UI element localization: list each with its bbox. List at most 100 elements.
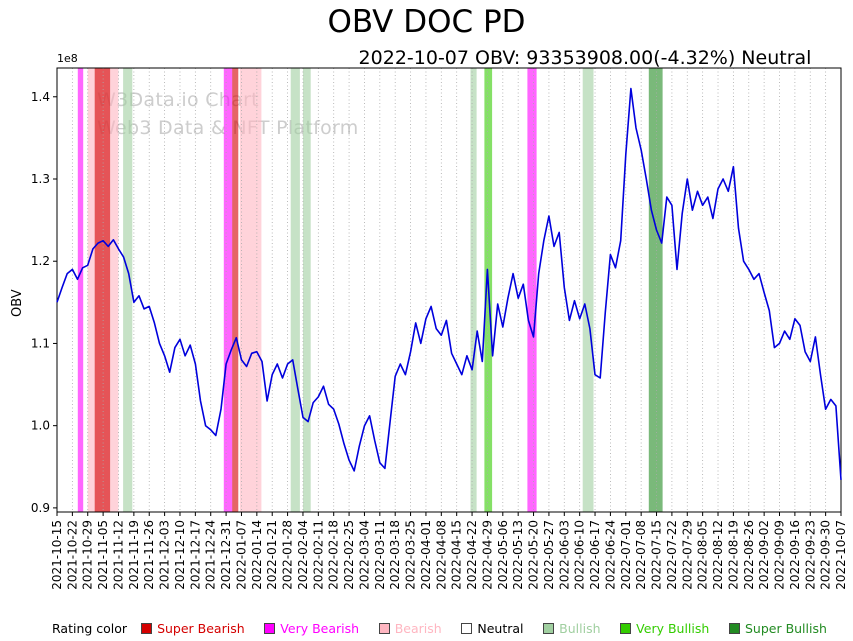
x-tick-label: 2022-03-04	[357, 520, 371, 590]
legend-caption: Rating color	[52, 621, 128, 636]
x-tick-label: 2022-08-19	[726, 520, 740, 590]
legend-item-very-bullish: Very Bullish	[620, 621, 709, 636]
x-tick-label: 2022-04-08	[434, 520, 448, 590]
x-tick-label: 2022-02-25	[342, 520, 356, 590]
y-tick-label: 1.1	[31, 336, 50, 350]
legend-label: Super Bearish	[157, 621, 245, 636]
x-tick-label: 2021-11-12	[111, 520, 125, 590]
rating-band-bullish	[582, 68, 594, 512]
legend-item-very-bearish: Very Bearish	[264, 621, 359, 636]
x-tick-label: 2022-08-26	[742, 520, 756, 590]
y-tick-label: 0.9	[31, 501, 50, 515]
x-tick-label: 2021-10-29	[81, 520, 95, 590]
rating-band-bullish	[470, 68, 477, 512]
x-tick-label: 2022-01-28	[281, 520, 295, 590]
legend-items: Super Bearish Very Bearish Bearish Neutral B…	[141, 621, 827, 636]
x-tick-label: 2021-11-19	[127, 520, 141, 590]
x-tick-label: 2022-05-06	[496, 520, 510, 590]
legend-label: Super Bullish	[744, 621, 827, 636]
x-tick-label: 2022-01-14	[250, 520, 264, 590]
rating-band-very-bearish	[77, 68, 84, 512]
rating-band-super-bullish	[648, 68, 663, 512]
x-tick-label: 2022-08-12	[711, 520, 725, 590]
legend-item-bearish: Bearish	[378, 621, 442, 636]
legend-label: Neutral	[477, 621, 524, 636]
x-tick-label: 2021-12-03	[158, 520, 172, 590]
x-tick-label: 2021-12-31	[219, 520, 233, 590]
x-tick-label: 2021-12-10	[173, 520, 187, 590]
x-tick-label: 2022-06-24	[603, 520, 617, 590]
y-tick-label: 1.0	[31, 419, 50, 433]
y-tick-label: 1.4	[31, 90, 50, 104]
x-tick-label: 2021-10-15	[50, 520, 64, 590]
x-tick-label: 2022-09-02	[757, 520, 771, 590]
legend-label: Bearish	[394, 621, 442, 636]
chart-title: OBV DOC PD	[327, 4, 526, 40]
rating-band-very-bearish	[223, 68, 233, 512]
x-tick-label: 2022-09-09	[773, 520, 787, 590]
x-tick-label: 2022-07-08	[634, 520, 648, 590]
x-tick-label: 2021-11-26	[142, 520, 156, 590]
x-tick-label: 2022-07-22	[665, 520, 679, 590]
x-tick-label: 2022-04-29	[480, 520, 494, 590]
rating-band-super-bearish	[94, 68, 111, 512]
rating-band-bullish	[123, 68, 133, 512]
x-tick-label: 2021-12-17	[188, 520, 202, 590]
x-tick-label: 2022-08-05	[696, 520, 710, 590]
legend-label: Very Bearish	[280, 621, 360, 636]
x-tick-label: 2022-01-21	[265, 520, 279, 590]
x-tick-label: 2022-03-18	[388, 520, 402, 590]
x-tick-label: 2022-09-30	[819, 520, 833, 590]
x-tick-label: 2022-05-27	[542, 520, 556, 590]
x-tick-label: 2021-10-22	[65, 520, 79, 590]
rating-legend: Rating color Super Bearish Very Bearish Be…	[52, 621, 827, 636]
x-tick-label: 2022-06-03	[557, 520, 571, 590]
x-tick-label: 2022-02-04	[296, 520, 310, 590]
rating-band-bearish	[239, 68, 262, 512]
rating-band-bullish	[303, 68, 311, 512]
legend-swatch	[141, 623, 153, 634]
obv-series-line	[56, 87, 842, 480]
legend-item-super-bullish: Super Bullish	[728, 621, 827, 636]
legend-swatch	[378, 623, 390, 634]
watermark-line-1: W3Data.io Chart	[97, 89, 259, 111]
x-tick-label: 2022-01-07	[234, 520, 248, 590]
x-tick-label: 2022-07-15	[650, 520, 664, 590]
x-tick-label: 2022-06-17	[588, 520, 602, 590]
y-tick-label: 1.2	[31, 254, 50, 268]
y-tick-label: 1.3	[31, 172, 50, 186]
y-axis-offset-label: 1e8	[57, 52, 78, 65]
plot-border	[56, 67, 842, 513]
legend-swatch	[620, 623, 632, 634]
x-tick-label: 2022-09-23	[803, 520, 817, 590]
x-tick-label: 2021-12-24	[204, 520, 218, 590]
rating-band-super-bearish	[232, 68, 239, 512]
legend-swatch	[543, 623, 555, 634]
legend-item-neutral: Neutral	[461, 621, 524, 636]
x-tick-label: 2022-07-01	[619, 520, 633, 590]
x-tick-label: 2022-05-13	[511, 520, 525, 590]
x-tick-label: 2022-03-11	[373, 520, 387, 590]
x-tick-label: 2022-04-15	[450, 520, 464, 590]
x-tick-label: 2022-07-29	[680, 520, 694, 590]
x-tick-label: 2022-09-16	[788, 520, 802, 590]
x-tick-label: 2022-03-25	[404, 520, 418, 590]
x-tick-label: 2022-02-11	[311, 520, 325, 590]
x-tick-label: 2022-02-18	[327, 520, 341, 590]
rating-band-very-bearish	[527, 68, 537, 512]
x-tick-label: 2022-04-22	[465, 520, 479, 590]
legend-swatch	[461, 623, 473, 634]
legend-item-super-bearish: Super Bearish	[141, 621, 245, 636]
x-tick-label: 2022-06-10	[573, 520, 587, 590]
x-tick-label: 2022-05-20	[527, 520, 541, 590]
legend-item-bullish: Bullish	[543, 621, 601, 636]
chart-subtitle: 2022-10-07 OBV: 93353908.00(-4.32%) Neut…	[358, 47, 812, 69]
x-tick-label: 2022-04-01	[419, 520, 433, 590]
x-tick-label: 2021-11-05	[96, 520, 110, 590]
legend-label: Bullish	[559, 621, 601, 636]
legend-swatch	[264, 623, 276, 634]
legend-swatch	[728, 623, 740, 634]
rating-band-bullish	[290, 68, 300, 512]
